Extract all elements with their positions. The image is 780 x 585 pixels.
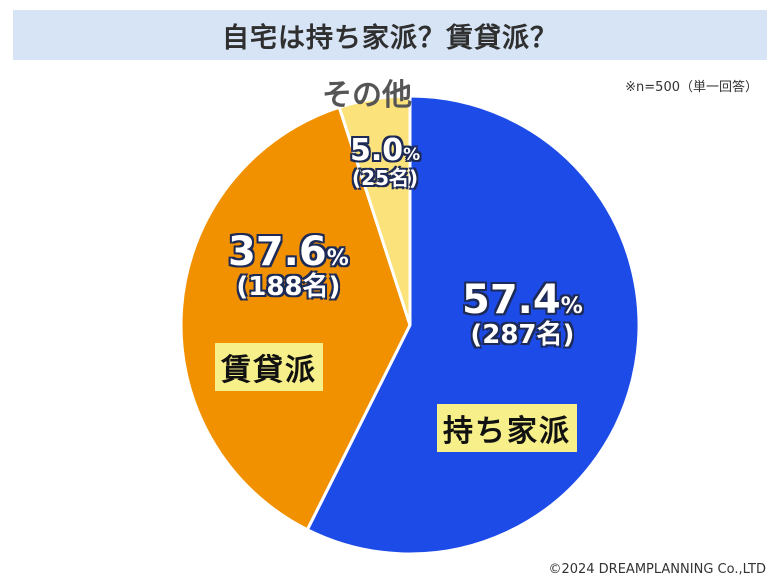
copyright: ©2024 DREAMPLANNING Co.,LTD <box>548 562 766 577</box>
percent-other: 5.0 <box>350 133 404 168</box>
category-label-rent: 賃貸派 <box>215 343 323 391</box>
percent-rent: 37.6 <box>228 229 327 275</box>
count-other: (25名) <box>352 166 419 190</box>
sample-note: ※n=500（単一回答） <box>625 80 758 95</box>
count-owned: (287名) <box>470 320 575 350</box>
slice-label-rent: 37.6% (188名) <box>228 229 349 302</box>
count-rent: (188名) <box>236 272 341 302</box>
pie-slice-other <box>337 94 412 326</box>
title-bar: 自宅は持ち家派？賃貸派？ <box>13 10 767 60</box>
chart-title: 自宅は持ち家派？賃貸派？ <box>222 22 558 54</box>
percent-owned: 57.4 <box>462 277 561 323</box>
category-label-owned: 持ち家派 <box>437 404 577 452</box>
category-label-other: その他 <box>322 78 412 113</box>
slice-label-owned: 57.4% (287名) <box>462 277 583 350</box>
slice-label-other: 5.0% (25名) <box>350 133 421 191</box>
pie-slice-rent <box>179 105 412 532</box>
